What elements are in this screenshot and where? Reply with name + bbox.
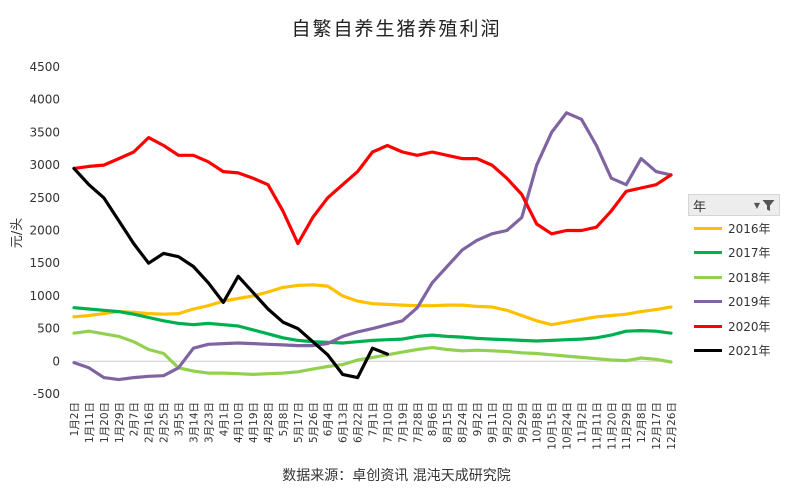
x-tick-label: 9月11日 <box>487 402 499 443</box>
y-tick-label: 1500 <box>29 256 60 270</box>
legend-item: 2021年 <box>688 339 780 364</box>
legend-item: 2017年 <box>688 241 780 266</box>
x-tick-label: 12月8日 <box>636 402 648 443</box>
filter-icon[interactable] <box>762 199 775 212</box>
series-line-2019年 <box>72 111 673 382</box>
x-tick-label: 10月24日 <box>562 402 574 450</box>
x-tick-label: 4月1日 <box>218 402 230 436</box>
legend: 年 ▼ 2016年 2017年 2018年 2019年 2020年 2021年 <box>688 194 780 363</box>
x-tick-label: 2月16日 <box>144 402 156 443</box>
y-tick-label: 2500 <box>29 191 60 205</box>
legend-swatch <box>694 251 722 255</box>
legend-label: 2021年 <box>728 344 771 359</box>
series-lines <box>72 111 673 382</box>
x-tick-label: 4月19日 <box>248 402 260 443</box>
x-tick-label: 7月19日 <box>397 402 409 443</box>
x-tick-label: 11月20日 <box>606 402 618 450</box>
x-tick-label: 5月26日 <box>308 402 320 443</box>
x-tick-label: 10月8日 <box>532 402 544 443</box>
legend-swatch <box>694 226 722 230</box>
x-tick-label: 1月11日 <box>84 402 96 443</box>
x-tick-label: 4月10日 <box>233 402 245 443</box>
y-axis-label: 元/头 <box>10 218 25 248</box>
legend-swatch <box>694 275 722 279</box>
data-source-note: 数据来源：卓创资讯 混沌天成研究院 <box>282 468 511 484</box>
x-tick-label: 8月6日 <box>427 402 439 436</box>
series-line-2016年 <box>72 283 673 327</box>
y-tick-label: 4000 <box>29 93 60 107</box>
dropdown-arrow-icon[interactable]: ▼ <box>753 200 760 210</box>
x-tick-label: 4月28日 <box>263 402 275 443</box>
x-tick-label: 1月20日 <box>99 402 111 443</box>
legend-title: 年 <box>693 199 707 215</box>
x-tick-label: 2月25日 <box>159 402 171 443</box>
legend-swatch <box>694 300 722 304</box>
y-tick-label: 500 <box>37 322 60 336</box>
x-tick-label: 3月23日 <box>203 402 215 443</box>
x-tick-label: 1月29日 <box>114 402 126 443</box>
x-tick-label: 3月5日 <box>173 402 185 436</box>
legend-label: 2016年 <box>728 221 771 236</box>
legend-item: 2018年 <box>688 265 780 290</box>
series-line-2021年 <box>72 166 389 380</box>
legend-label: 2018年 <box>728 270 771 285</box>
x-tick-label: 3月14日 <box>188 402 200 443</box>
x-tick-label: 2月7日 <box>129 402 141 436</box>
y-tick-label: 4500 <box>29 60 60 74</box>
y-tick-label: 3000 <box>29 158 60 172</box>
x-tick-label: 7月1日 <box>368 402 380 436</box>
series-line-2017年 <box>72 306 673 345</box>
legend-label: 2020年 <box>728 319 771 334</box>
x-tick-label: 7月10日 <box>382 402 394 443</box>
legend-label: 2017年 <box>728 246 771 261</box>
x-tick-label: 11月29日 <box>621 402 633 450</box>
x-tick-label: 5月8日 <box>278 402 290 436</box>
legend-item: 2020年 <box>688 314 780 339</box>
y-tick-label: 3500 <box>29 125 60 139</box>
y-tick-label: 1000 <box>29 289 60 303</box>
x-tick-label: 12月17日 <box>651 402 663 450</box>
legend-swatch <box>694 349 722 353</box>
chart-title: 自繁自养生猪养殖利润 <box>291 18 502 40</box>
y-tick-label: 0 <box>52 354 60 368</box>
x-tick-label: 6月13日 <box>338 402 350 443</box>
x-tick-label: 8月15日 <box>442 402 454 443</box>
x-tick-label: 1月2日 <box>69 402 81 436</box>
x-tick-label: 8月24日 <box>457 402 469 443</box>
series-line-2020年 <box>72 136 673 246</box>
x-tick-label: 12月26日 <box>666 402 678 450</box>
x-tick-label: 10月15日 <box>547 402 559 450</box>
x-tick-label: 11月2日 <box>576 402 588 443</box>
x-axis-ticks: 1月2日 1月11日 1月20日 1月29日 2月7日 2月16日 2月25日 3月5日 3月1… <box>69 402 678 450</box>
x-tick-label: 9月2日 <box>472 402 484 436</box>
legend-filter-header[interactable]: 年 ▼ <box>688 194 780 216</box>
x-tick-label: 7月28日 <box>412 402 424 443</box>
x-tick-label: 5月17日 <box>293 402 305 443</box>
legend-item: 2016年 <box>688 216 780 241</box>
y-tick-label: -500 <box>33 387 60 401</box>
x-tick-label: 9月20日 <box>502 402 514 443</box>
legend-item: 2019年 <box>688 290 780 315</box>
y-tick-label: 2000 <box>29 224 60 238</box>
series-line-2018年 <box>72 329 673 376</box>
legend-label: 2019年 <box>728 295 771 310</box>
x-tick-label: 11月11日 <box>591 402 603 450</box>
y-axis-ticks: 4500 4000 3500 3000 2500 2000 1500 1000 500 0 -500 <box>29 60 60 401</box>
x-tick-label: 6月4日 <box>323 402 335 436</box>
x-tick-label: 9月29日 <box>517 402 529 443</box>
legend-swatch <box>694 324 722 328</box>
x-tick-label: 6月22日 <box>353 402 365 443</box>
